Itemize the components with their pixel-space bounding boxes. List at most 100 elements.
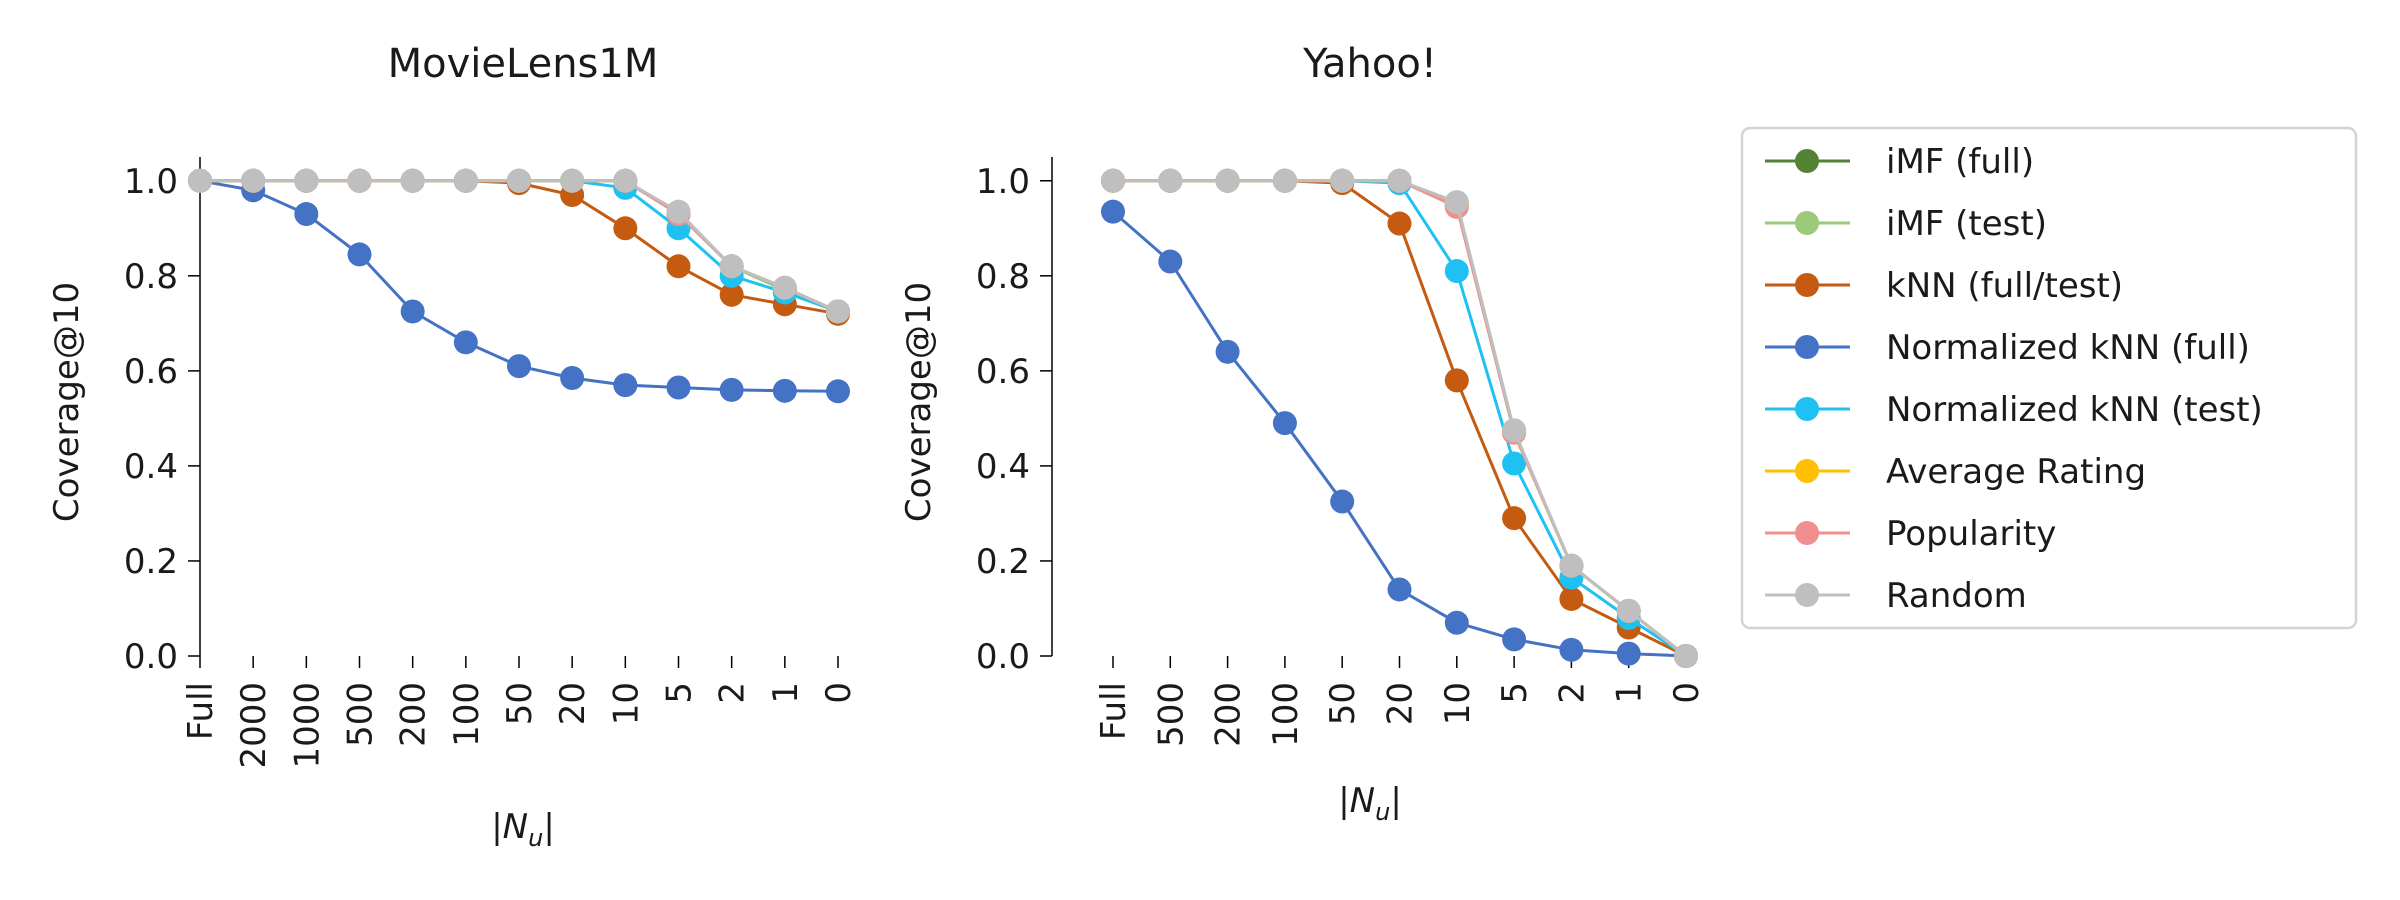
chart-yahoo: Yahoo! Coverage@10 |Nu| 0.0 0.2 0.4 0.6 0.8 1… <box>899 41 1707 826</box>
data-point <box>400 168 425 193</box>
x-tick-label: Full <box>181 682 221 740</box>
x-tick-label: 100 <box>1266 682 1306 747</box>
data-point <box>772 378 797 403</box>
data-point <box>1559 553 1584 578</box>
y-tick-label: 0.6 <box>976 352 1030 392</box>
data-point <box>1387 168 1412 193</box>
y-tick-label: 0.6 <box>124 352 178 392</box>
data-point <box>1215 168 1240 193</box>
x-tick-label: 0 <box>819 682 859 704</box>
data-point <box>613 373 638 398</box>
legend-items: iMF (full) iMF (test) kNN (full/test) Norma… <box>1765 142 2263 616</box>
data-point <box>1272 411 1297 436</box>
legend-label: Normalized kNN (test) <box>1886 390 2263 430</box>
data-point <box>188 168 212 193</box>
y-tick-label: 0.4 <box>124 447 178 487</box>
x-tick-label: 500 <box>341 682 381 747</box>
legend-marker <box>1795 583 1819 607</box>
x-tick-label: 100 <box>447 682 487 747</box>
data-point <box>826 299 850 324</box>
data-point <box>1559 637 1584 662</box>
x-tick-label: 50 <box>1323 682 1363 725</box>
x-tick-label: 200 <box>394 682 434 747</box>
series-normalized-knn-full <box>1101 199 1698 668</box>
data-point <box>1387 577 1412 602</box>
x-tick-label: 1000 <box>287 682 327 769</box>
data-point <box>1101 168 1125 193</box>
x-tick-label: 0 <box>1667 682 1707 704</box>
data-point <box>1101 199 1125 224</box>
x-tick-label: 200 <box>1209 682 1249 747</box>
data-point <box>666 254 691 279</box>
chart-movielens: MovieLens1M Coverage@10 |Nu| 0.00.20.40.… <box>47 41 859 852</box>
series-random <box>1101 168 1698 668</box>
legend-marker <box>1795 273 1819 297</box>
data-point <box>1559 586 1584 611</box>
legend-marker <box>1795 335 1819 359</box>
y-tick-label: 1.0 <box>976 162 1030 202</box>
series-normalized-knn-full <box>188 168 850 404</box>
legend-marker <box>1795 397 1819 421</box>
data-point <box>719 282 744 307</box>
y-tick-label: 0.8 <box>124 257 178 297</box>
legend-marker <box>1795 459 1819 483</box>
x-tick-label: 500 <box>1151 682 1191 747</box>
data-point <box>1330 489 1355 514</box>
data-point <box>1158 168 1183 193</box>
x-axis-label: |Nu| <box>1338 781 1402 826</box>
x-tick-label: 10 <box>1438 682 1478 725</box>
data-point <box>1387 211 1412 236</box>
x-tick-label: 2000 <box>234 682 274 769</box>
legend-label: Average Rating <box>1886 452 2146 492</box>
legend-item: iMF (test) <box>1765 204 2047 244</box>
legend: iMF (full) iMF (test) kNN (full/test) Norma… <box>1740 126 2358 630</box>
data-point <box>666 375 691 400</box>
y-tick-label: 0.2 <box>976 542 1030 582</box>
legend-item: Popularity <box>1765 514 2056 554</box>
data-point <box>347 168 372 193</box>
x-tick-label: 10 <box>606 682 646 725</box>
x-tick-label: 1 <box>766 682 806 704</box>
y-tick-label: 0.4 <box>976 447 1030 487</box>
legend-label: Random <box>1886 576 2027 616</box>
x-tick-label: Full <box>1094 682 1134 740</box>
data-point <box>826 379 850 404</box>
data-point <box>1215 339 1240 364</box>
series-random <box>188 168 850 324</box>
x-tick-label: 5 <box>660 682 700 704</box>
data-point <box>719 377 744 402</box>
y-axis-label: Coverage@10 <box>47 282 87 522</box>
legend-label: kNN (full/test) <box>1886 266 2123 306</box>
y-tick-label: 1.0 <box>124 162 178 202</box>
y-ticks: 0.0 0.2 0.4 0.6 0.8 1.0 <box>976 162 1052 677</box>
data-point <box>1330 168 1355 193</box>
data-point <box>1444 610 1469 635</box>
x-axis-label: |Nu| <box>491 807 555 852</box>
y-axis-label: Coverage@10 <box>899 282 939 522</box>
x-tick-label: 1 <box>1610 682 1650 704</box>
legend-item: Average Rating <box>1765 452 2146 492</box>
data-point <box>400 299 425 324</box>
data-point <box>347 242 372 267</box>
chart-title: MovieLens1M <box>388 41 659 87</box>
data-point <box>1616 641 1641 666</box>
data-point <box>719 254 744 279</box>
chart-title: Yahoo! <box>1302 41 1437 87</box>
x-tick-label: 20 <box>1381 682 1421 725</box>
plot-area <box>188 168 850 404</box>
data-point <box>1272 168 1297 193</box>
x-tick-label: 50 <box>500 682 540 725</box>
legend-label: iMF (test) <box>1886 204 2047 244</box>
x-tick-label: 20 <box>553 682 593 725</box>
data-point <box>294 202 319 227</box>
legend-label: Popularity <box>1886 514 2056 554</box>
legend-marker <box>1795 521 1819 545</box>
x-tick-label: 2 <box>713 682 753 704</box>
y-tick-label: 0.0 <box>976 637 1030 677</box>
legend-item: Normalized kNN (test) <box>1765 390 2263 430</box>
legend-label: Normalized kNN (full) <box>1886 328 2250 368</box>
data-point <box>613 168 638 193</box>
data-point <box>1444 190 1469 215</box>
x-tick-label: 2 <box>1552 682 1592 704</box>
